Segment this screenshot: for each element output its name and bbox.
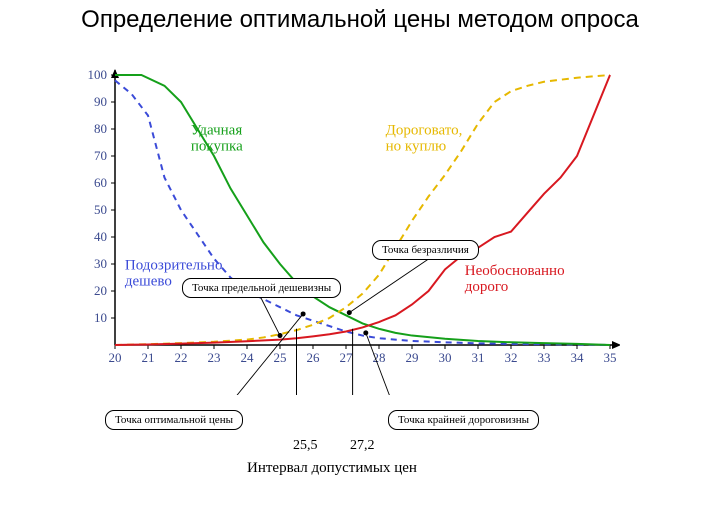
svg-text:31: 31 bbox=[472, 350, 485, 365]
slide: Определение оптимальной цены методом опр… bbox=[0, 0, 720, 510]
svg-text:Удачная: Удачная bbox=[191, 122, 242, 138]
svg-text:Дороговато,: Дороговато, bbox=[386, 122, 463, 138]
svg-text:100: 100 bbox=[88, 67, 108, 82]
svg-text:50: 50 bbox=[94, 202, 107, 217]
interval-low: 25,5 bbox=[293, 438, 318, 454]
svg-text:10: 10 bbox=[94, 310, 107, 325]
svg-text:дешево: дешево bbox=[125, 273, 172, 289]
svg-text:35: 35 bbox=[604, 350, 617, 365]
svg-text:30: 30 bbox=[439, 350, 452, 365]
interval-label: Интервал допустимых цен bbox=[247, 460, 417, 477]
price-chart: 10 20 30 40 50 60 70 80 90 100 20 21 22 23 24 25 26 27 28 2… bbox=[60, 65, 620, 395]
svg-text:90: 90 bbox=[94, 94, 107, 109]
callout-optimal: Точка оптимальной цены bbox=[105, 410, 243, 430]
svg-text:21: 21 bbox=[142, 350, 155, 365]
svg-text:34: 34 bbox=[571, 350, 585, 365]
svg-text:33: 33 bbox=[538, 350, 551, 365]
page-title: Определение оптимальной цены методом опр… bbox=[0, 6, 720, 34]
svg-text:27: 27 bbox=[340, 350, 354, 365]
svg-text:25: 25 bbox=[274, 350, 287, 365]
svg-text:Необоснованно: Необоснованно bbox=[465, 263, 565, 279]
svg-text:дорого: дорого bbox=[465, 279, 508, 295]
svg-text:32: 32 bbox=[505, 350, 518, 365]
svg-text:24: 24 bbox=[241, 350, 255, 365]
svg-text:23: 23 bbox=[208, 350, 221, 365]
svg-text:28: 28 bbox=[373, 350, 386, 365]
svg-text:20: 20 bbox=[94, 283, 107, 298]
callout-cheap-limit: Точка предельной дешевизны bbox=[182, 278, 341, 298]
svg-text:покупка: покупка bbox=[191, 138, 243, 154]
svg-text:80: 80 bbox=[94, 121, 107, 136]
callout-expensive-limit: Точка крайней дороговизны bbox=[388, 410, 539, 430]
svg-text:Подозрительно: Подозрительно bbox=[125, 257, 223, 273]
chart-svg: 10 20 30 40 50 60 70 80 90 100 20 21 22 23 24 25 26 27 28 2… bbox=[60, 65, 620, 395]
svg-text:29: 29 bbox=[406, 350, 419, 365]
svg-text:но куплю: но куплю bbox=[386, 138, 447, 154]
interval-high: 27,2 bbox=[350, 438, 375, 454]
svg-text:70: 70 bbox=[94, 148, 107, 163]
svg-text:26: 26 bbox=[307, 350, 321, 365]
svg-text:30: 30 bbox=[94, 256, 107, 271]
callout-indifference: Точка безразличия bbox=[372, 240, 479, 260]
svg-text:20: 20 bbox=[109, 350, 122, 365]
svg-text:40: 40 bbox=[94, 229, 107, 244]
svg-text:60: 60 bbox=[94, 175, 107, 190]
svg-text:22: 22 bbox=[175, 350, 188, 365]
